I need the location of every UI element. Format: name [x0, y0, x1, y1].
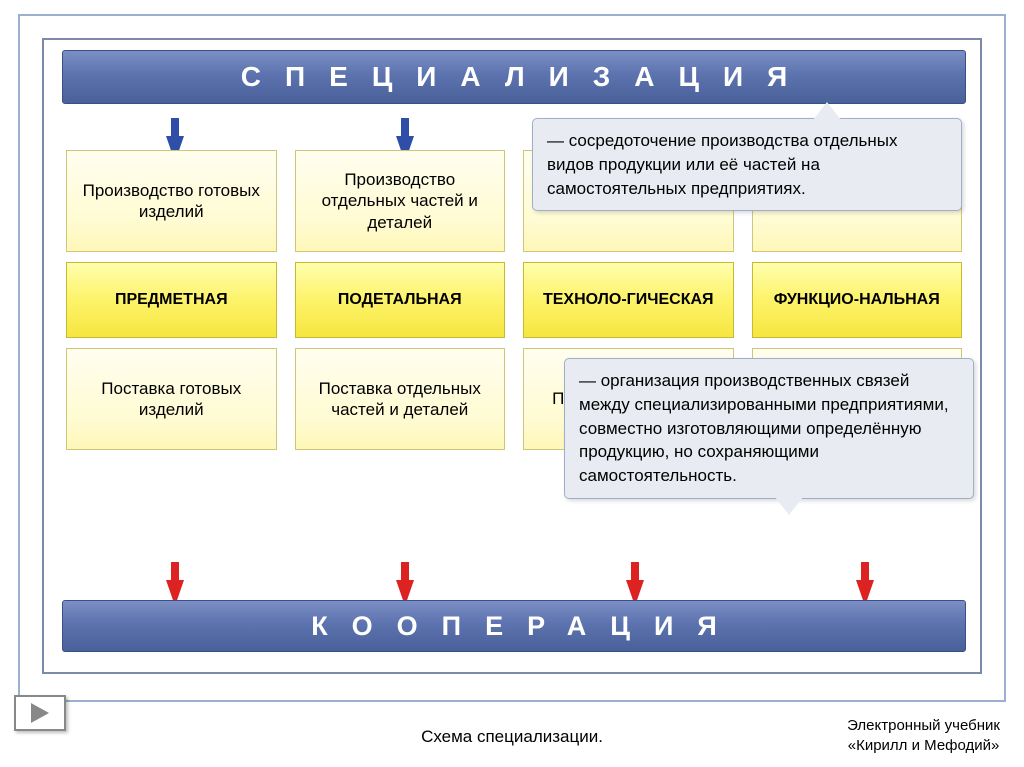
header-bar: СПЕЦИАЛИЗАЦИЯ [62, 50, 966, 104]
next-slide-button[interactable] [14, 695, 66, 731]
footer-bar: КООПЕРАЦИЯ [62, 600, 966, 652]
spec-bottom-cell: Поставка отдельных частей и деталей [295, 348, 506, 450]
credit-line-2: «Кирилл и Мефодий» [848, 737, 1000, 754]
callout-text: — сосредоточение производства отдельных … [547, 131, 898, 198]
callout-text: — организация производственных связей ме… [579, 371, 949, 485]
column-2: Производство отдельных частей и деталей … [295, 150, 506, 450]
callout-pointer-icon [775, 497, 803, 515]
header-title: СПЕЦИАЛИЗАЦИЯ [217, 61, 811, 93]
spec-top-cell: Производство готовых изделий [66, 150, 277, 252]
spec-type-cell: ПОДЕТАЛЬНАЯ [295, 262, 506, 338]
footer-title: КООПЕРАЦИЯ [287, 611, 741, 642]
callout-pointer-icon [813, 102, 841, 120]
diagram-frame: СПЕЦИАЛИЗАЦИЯ Производство готовых издел… [42, 38, 982, 674]
spec-type-cell: ТЕХНОЛО-ГИЧЕСКАЯ [523, 262, 734, 338]
play-icon [31, 703, 49, 723]
credit-line-1: Электронный учебник [847, 717, 1000, 734]
spec-type-cell: ПРЕДМЕТНАЯ [66, 262, 277, 338]
callout-cooperation: — организация производственных связей ме… [564, 358, 974, 499]
credit-text: Электронный учебник «Кирилл и Мефодий» [847, 716, 1000, 755]
spec-bottom-cell: Поставка готовых изделий [66, 348, 277, 450]
column-1: Производство готовых изделий ПРЕДМЕТНАЯ … [66, 150, 277, 450]
callout-specialization: — сосредоточение производства отдельных … [532, 118, 962, 211]
spec-top-cell: Производство отдельных частей и деталей [295, 150, 506, 252]
spec-type-cell: ФУНКЦИО-НАЛЬНАЯ [752, 262, 963, 338]
